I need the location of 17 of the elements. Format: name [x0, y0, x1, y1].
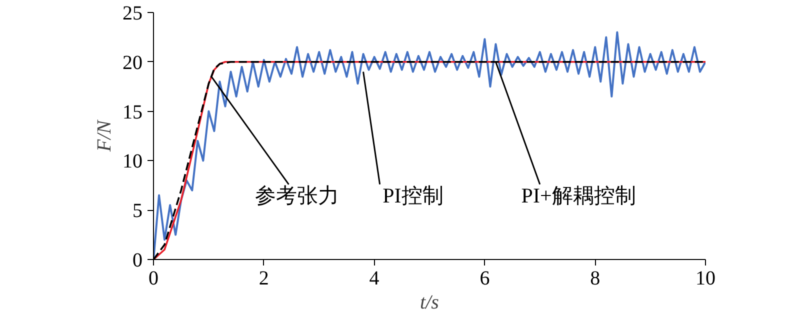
y-tick-label: 0	[132, 250, 142, 272]
x-tick-label: 10	[696, 268, 716, 290]
annotation: PI+解耦控制	[521, 183, 636, 208]
y-axis-title: F/N	[94, 118, 116, 153]
x-tick-label: 6	[480, 268, 490, 290]
y-tick-label: 5	[132, 200, 142, 222]
y-tick-label: 10	[122, 150, 142, 173]
x-tick-label: 0	[148, 268, 158, 290]
annotation: 参考张力	[255, 183, 340, 208]
annotation: PI控制	[382, 183, 444, 208]
y-tick-label: 15	[122, 101, 142, 124]
x-tick-label: 2	[258, 268, 269, 290]
y-tick-label: 20	[122, 52, 142, 74]
x-axis-title: t/s	[420, 292, 440, 314]
x-tick-label: 8	[590, 268, 600, 290]
y-tick-label: 25	[122, 2, 142, 24]
x-tick-label: 4	[369, 268, 380, 290]
